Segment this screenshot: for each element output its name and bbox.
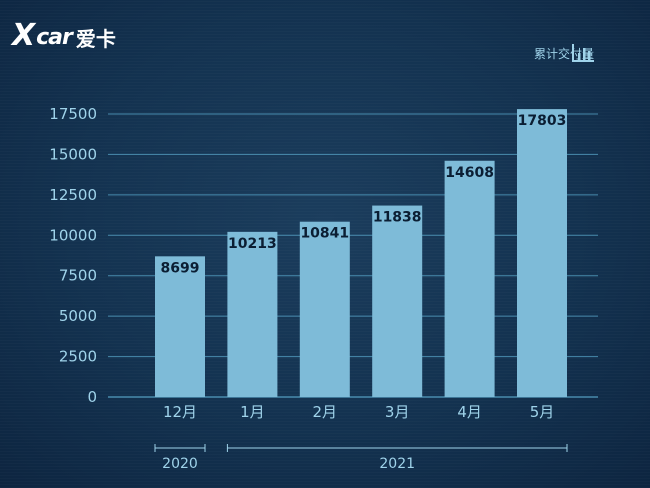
x-tick-label-5: 5月 [530, 403, 555, 421]
bar-5 [517, 109, 567, 397]
data-label-0: 8699 [161, 260, 200, 276]
group-label-2021: 2021 [379, 456, 415, 472]
y-tick-label-5000: 5000 [59, 307, 97, 325]
logo-car: car [36, 24, 73, 50]
bar-2 [299, 221, 350, 397]
y-tick-label-17500: 17500 [49, 105, 97, 123]
x-tick-label-4: 4月 [457, 403, 482, 421]
y-tick-label-0: 0 [87, 388, 97, 406]
y-tick-label-2500: 2500 [59, 348, 97, 366]
y-tick-label-12500: 12500 [49, 186, 97, 204]
data-label-4: 14608 [445, 165, 494, 181]
group-label-2020: 2020 [162, 456, 198, 472]
y-tick-label-10000: 10000 [49, 226, 97, 244]
data-label-2: 10841 [300, 226, 349, 242]
bar-3 [372, 205, 423, 397]
bar-1 [227, 231, 278, 397]
data-label-1: 10213 [228, 236, 277, 252]
x-tick-label-3: 3月 [385, 403, 410, 421]
data-label-3: 11838 [373, 210, 422, 226]
logo-x: X [12, 17, 35, 53]
x-tick-label-0: 12月 [163, 403, 197, 421]
bar-chart-icon [572, 44, 594, 62]
bar-4 [444, 160, 495, 397]
y-tick-label-7500: 7500 [59, 267, 97, 285]
y-tick-label-15000: 15000 [49, 145, 97, 163]
logo-chinese: 爱卡 [75, 26, 116, 51]
data-label-5: 17803 [518, 113, 567, 129]
x-tick-label-2: 2月 [313, 403, 338, 421]
x-tick-label-1: 1月 [240, 403, 265, 421]
bar-0 [155, 256, 205, 397]
